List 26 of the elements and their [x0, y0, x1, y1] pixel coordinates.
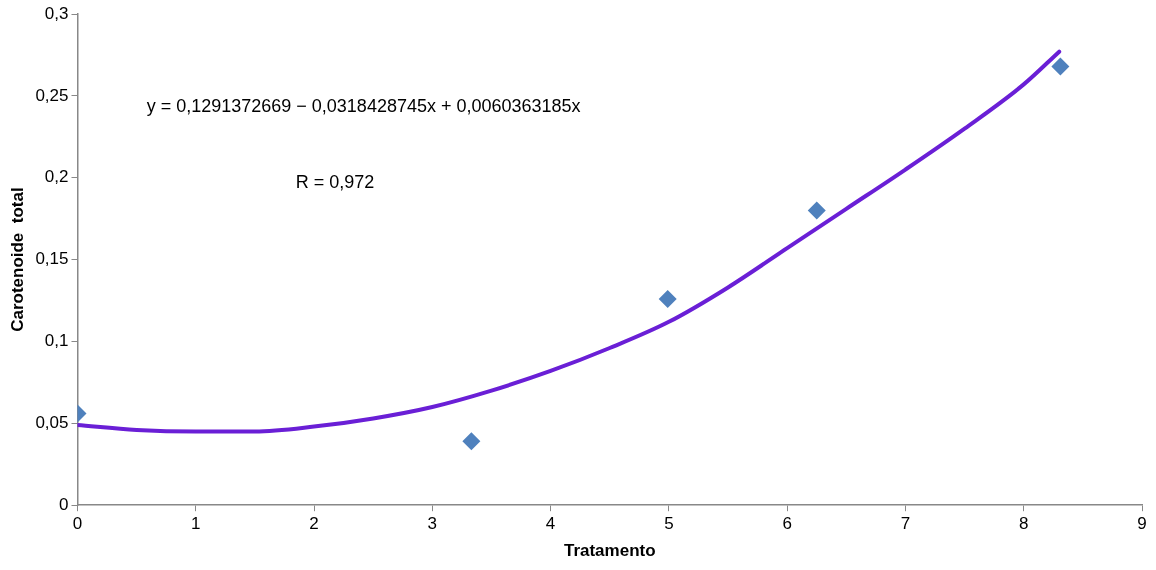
point: [1051, 57, 1070, 76]
y-tick-label: 0,3: [44, 3, 69, 23]
y-tick-label: 0,05: [35, 413, 69, 433]
y-tick-label: 0,2: [44, 167, 69, 187]
x-tick-label: 1: [191, 514, 201, 534]
y-axis-title: Carotenoide total: [7, 187, 27, 332]
annotation: y = 0,1291372669 − 0,0318428745x + 0,0060363185x: [146, 96, 581, 117]
y-tick-label: 0,1: [44, 331, 69, 351]
point: [462, 432, 481, 451]
x-tick-label: 5: [664, 514, 674, 534]
x-tick-label: 7: [900, 514, 911, 534]
x-axis-title: Tratamento: [563, 541, 656, 561]
x-tick-label: 2: [309, 514, 319, 534]
x-tick-label: 4: [545, 514, 556, 534]
x-tick-label: 0: [72, 514, 83, 534]
x-tick-label: 8: [1018, 514, 1029, 534]
y-tick-label: 0: [59, 494, 69, 514]
y-tick-label: 0,25: [35, 85, 69, 105]
point: [807, 201, 826, 220]
x-tick-label: 9: [1137, 514, 1147, 534]
x-tick-label: 3: [427, 514, 438, 534]
point: [658, 289, 677, 308]
annotation: R = 0,972: [295, 172, 375, 193]
line-series: [77, 49, 1062, 434]
y-tick-label: 0,15: [35, 249, 69, 269]
x-tick-label: 6: [782, 514, 792, 534]
